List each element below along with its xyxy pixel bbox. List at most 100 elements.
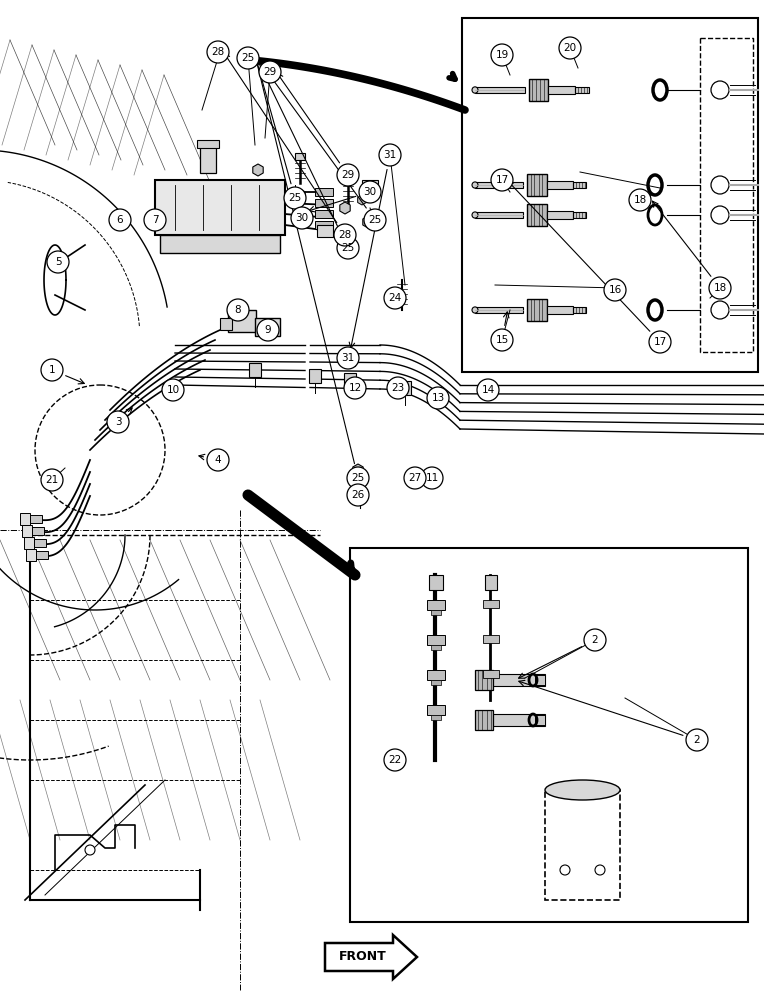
Text: 5: 5 <box>55 257 61 267</box>
Bar <box>399 381 411 395</box>
Circle shape <box>344 377 366 399</box>
Bar <box>26 549 36 561</box>
Circle shape <box>686 729 708 751</box>
Circle shape <box>384 749 406 771</box>
Bar <box>431 610 441 615</box>
Bar <box>36 551 48 559</box>
Circle shape <box>491 44 513 66</box>
Bar <box>485 575 497 590</box>
Text: 13: 13 <box>432 393 445 403</box>
Bar <box>343 176 353 183</box>
Circle shape <box>477 379 499 401</box>
Bar <box>427 705 445 715</box>
Bar <box>20 513 30 525</box>
Bar <box>350 548 748 922</box>
Bar <box>475 710 493 730</box>
Text: 23: 23 <box>391 383 405 393</box>
Circle shape <box>259 61 281 83</box>
Circle shape <box>347 484 369 506</box>
Bar <box>546 181 573 189</box>
Bar <box>462 18 758 372</box>
Circle shape <box>257 319 279 341</box>
Bar <box>160 235 280 253</box>
Circle shape <box>604 279 626 301</box>
Text: 14: 14 <box>481 385 494 395</box>
Circle shape <box>41 469 63 491</box>
Text: 7: 7 <box>152 215 158 225</box>
Circle shape <box>387 377 409 399</box>
Bar <box>483 670 499 678</box>
Circle shape <box>144 209 166 231</box>
Bar <box>431 645 441 650</box>
Bar <box>427 635 445 645</box>
Bar <box>527 299 546 321</box>
Bar <box>475 182 523 188</box>
Text: 12: 12 <box>348 383 361 393</box>
Text: 17: 17 <box>495 175 509 185</box>
Circle shape <box>107 411 129 433</box>
Circle shape <box>379 144 401 166</box>
Bar <box>535 715 545 725</box>
Circle shape <box>364 209 386 231</box>
Text: 22: 22 <box>388 755 402 765</box>
Circle shape <box>384 287 406 309</box>
Text: 30: 30 <box>296 213 309 223</box>
Text: 25: 25 <box>288 193 302 203</box>
Bar <box>490 714 545 726</box>
Circle shape <box>334 224 356 246</box>
Circle shape <box>711 81 729 99</box>
Bar <box>155 180 285 235</box>
Ellipse shape <box>545 780 620 800</box>
Text: 27: 27 <box>409 473 422 483</box>
Circle shape <box>337 347 359 369</box>
Circle shape <box>227 299 249 321</box>
Bar <box>475 670 493 690</box>
Circle shape <box>709 277 731 299</box>
Circle shape <box>649 331 671 353</box>
Text: 25: 25 <box>368 215 382 225</box>
Text: 31: 31 <box>384 150 397 160</box>
Circle shape <box>337 164 359 186</box>
Text: 25: 25 <box>342 243 354 253</box>
Text: 29: 29 <box>264 67 277 77</box>
Text: 28: 28 <box>338 230 351 240</box>
Circle shape <box>629 189 651 211</box>
Text: 18: 18 <box>633 195 646 205</box>
Text: 26: 26 <box>351 490 364 500</box>
Circle shape <box>347 467 369 489</box>
Bar <box>431 715 441 720</box>
Circle shape <box>85 845 95 855</box>
Text: 21: 21 <box>45 475 59 485</box>
Text: 10: 10 <box>167 385 180 395</box>
Text: 28: 28 <box>212 47 225 57</box>
Circle shape <box>284 187 306 209</box>
Bar <box>309 369 321 383</box>
Circle shape <box>291 207 313 229</box>
Text: 15: 15 <box>495 335 509 345</box>
Circle shape <box>41 359 63 381</box>
Bar <box>220 318 232 330</box>
Circle shape <box>491 329 513 351</box>
Circle shape <box>162 379 184 401</box>
Bar <box>483 600 499 608</box>
Text: 19: 19 <box>495 50 509 60</box>
Bar <box>483 635 499 643</box>
Text: 1: 1 <box>49 365 55 375</box>
Circle shape <box>559 37 581 59</box>
Bar <box>427 600 445 610</box>
Polygon shape <box>325 935 417 979</box>
Bar <box>431 680 441 685</box>
Circle shape <box>421 467 443 489</box>
Text: 8: 8 <box>235 305 241 315</box>
Circle shape <box>237 47 259 69</box>
Bar <box>30 515 42 523</box>
Text: 17: 17 <box>653 337 667 347</box>
Bar <box>546 211 573 219</box>
Text: 29: 29 <box>342 170 354 180</box>
Text: 18: 18 <box>714 283 727 293</box>
Circle shape <box>109 209 131 231</box>
Text: 24: 24 <box>388 293 402 303</box>
Bar <box>573 182 586 188</box>
Bar <box>527 174 546 196</box>
Bar <box>200 145 216 173</box>
